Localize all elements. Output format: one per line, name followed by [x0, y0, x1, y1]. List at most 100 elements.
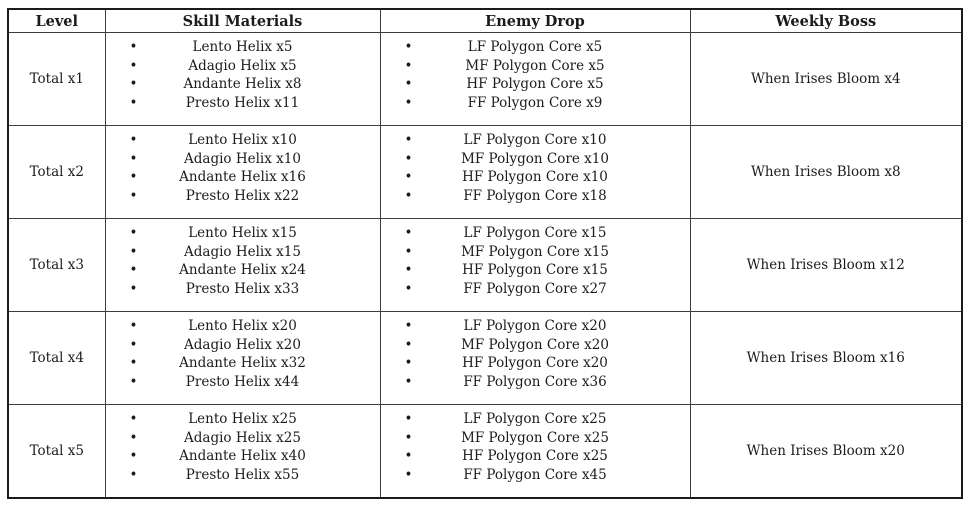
list-item-text: Presto Helix x33 — [185, 280, 300, 297]
bullet-icon: • — [129, 318, 138, 334]
skill-materials-cell: • Lento Helix x15 • Adagio Helix x15 • Andant… — [104, 218, 381, 312]
list-item-text: Presto Helix x44 — [185, 373, 300, 390]
list-item: • Presto Helix x11 — [106, 94, 379, 113]
bullet-icon: • — [404, 187, 413, 204]
list-item: • Andante Helix x24 — [106, 261, 379, 280]
table-row: Total x4 • Lento Helix x20 • Adagio Helix x2… — [7, 311, 963, 405]
bullet-list: • Lento Helix x15 • Adagio Helix x15 • Andant… — [106, 220, 379, 299]
list-item-text: Lento Helix x25 — [188, 411, 297, 427]
list-item: • FF Polygon Core x18 — [381, 187, 689, 206]
column-header-skill-materials: Skill Materials — [104, 8, 381, 33]
bullet-icon: • — [404, 225, 413, 241]
list-item-text: Adagio Helix x5 — [188, 57, 297, 74]
list-item: • MF Polygon Core x15 — [381, 243, 689, 262]
list-item: • Lento Helix x20 — [106, 317, 379, 336]
bullet-icon: • — [129, 150, 138, 167]
bullet-icon: • — [129, 355, 138, 371]
list-item: • LF Polygon Core x20 — [381, 317, 689, 336]
skill-materials-cell: • Lento Helix x5 • Adagio Helix x5 • Andante … — [104, 32, 381, 126]
header-row: Level Skill Materials Enemy Drop Weekly Bos… — [7, 8, 963, 33]
upgrade-materials-table: Level Skill Materials Enemy Drop Weekly Bos… — [7, 8, 963, 499]
bullet-icon: • — [129, 411, 138, 427]
list-item-text: FF Polygon Core x9 — [467, 94, 603, 111]
bullet-list: • LF Polygon Core x15 • MF Polygon Core x15… — [381, 220, 689, 299]
bullet-icon: • — [129, 225, 138, 241]
bullet-icon: • — [129, 280, 138, 297]
list-item: • LF Polygon Core x15 — [381, 224, 689, 243]
list-item-text: LF Polygon Core x25 — [463, 411, 607, 427]
weekly-boss-cell: When Irises Bloom x16 — [689, 311, 963, 405]
bullet-list: • Lento Helix x25 • Adagio Helix x25 • Andant… — [106, 405, 379, 484]
bullet-list: • LF Polygon Core x25 • MF Polygon Core x25… — [381, 405, 689, 485]
bullet-list: • Lento Helix x20 • Adagio Helix x20 • Andant… — [106, 313, 379, 392]
list-item: • FF Polygon Core x9 — [381, 94, 689, 113]
list-item-text: MF Polygon Core x20 — [461, 336, 609, 353]
bullet-list: • LF Polygon Core x10 • MF Polygon Core x10… — [381, 127, 689, 206]
bullet-icon: • — [129, 94, 138, 111]
enemy-drop-cell: • LF Polygon Core x20 • MF Polygon Core x20… — [379, 311, 691, 405]
list-item-text: LF Polygon Core x10 — [463, 132, 607, 148]
bullet-list: • Lento Helix x10 • Adagio Helix x10 • Andant… — [106, 127, 379, 206]
bullet-icon: • — [404, 318, 413, 334]
bullet-icon: • — [404, 429, 413, 446]
list-item-text: FF Polygon Core x45 — [463, 466, 607, 483]
list-item: • Adagio Helix x5 — [106, 57, 379, 76]
bullet-icon: • — [404, 57, 413, 74]
list-item-text: HF Polygon Core x5 — [466, 76, 604, 92]
list-item-text: MF Polygon Core x25 — [461, 429, 609, 446]
bullet-icon: • — [404, 169, 413, 185]
list-item: • Presto Helix x44 — [106, 373, 379, 392]
list-item-text: Andante Helix x40 — [179, 448, 306, 464]
list-item: • Andante Helix x40 — [106, 447, 379, 466]
bullet-icon: • — [404, 466, 413, 483]
list-item-text: Lento Helix x20 — [188, 318, 297, 334]
list-item-text: MF Polygon Core x15 — [461, 243, 609, 260]
weekly-boss-cell: When Irises Bloom x8 — [689, 125, 963, 219]
enemy-drop-cell: • LF Polygon Core x10 • MF Polygon Core x10… — [379, 125, 691, 219]
bullet-list: • Lento Helix x5 • Adagio Helix x5 • Andante … — [106, 34, 379, 113]
bullet-icon: • — [129, 187, 138, 204]
list-item: • Adagio Helix x15 — [106, 243, 379, 262]
list-item: • HF Polygon Core x20 — [381, 354, 689, 373]
list-item: • Presto Helix x22 — [106, 187, 379, 206]
list-item-text: Presto Helix x55 — [185, 466, 300, 483]
list-item-text: HF Polygon Core x15 — [462, 262, 608, 278]
bullet-icon: • — [129, 39, 138, 55]
list-item: • Andante Helix x16 — [106, 168, 379, 187]
bullet-icon: • — [129, 243, 138, 260]
list-item: • FF Polygon Core x36 — [381, 373, 689, 392]
table-row: Total x1 • Lento Helix x5 • Adagio Helix x5 •… — [7, 32, 963, 126]
list-item-text: Adagio Helix x10 — [184, 150, 301, 167]
list-item: • Lento Helix x25 — [106, 410, 379, 429]
list-item-text: LF Polygon Core x15 — [463, 225, 607, 241]
weekly-boss-cell: When Irises Bloom x4 — [689, 32, 963, 126]
bullet-icon: • — [404, 94, 413, 111]
bullet-icon: • — [129, 57, 138, 74]
list-item: • Presto Helix x33 — [106, 280, 379, 299]
bullet-list: • LF Polygon Core x20 • MF Polygon Core x20… — [381, 313, 689, 392]
list-item: • Andante Helix x32 — [106, 354, 379, 373]
bullet-icon: • — [129, 373, 138, 390]
list-item: • MF Polygon Core x25 — [381, 429, 689, 448]
skill-materials-cell: • Lento Helix x20 • Adagio Helix x20 • Andant… — [104, 311, 381, 405]
list-item-text: LF Polygon Core x20 — [463, 318, 607, 334]
list-item-text: Presto Helix x11 — [185, 94, 300, 111]
bullet-icon: • — [129, 448, 138, 464]
bullet-icon: • — [129, 76, 138, 92]
list-item: • Adagio Helix x25 — [106, 429, 379, 448]
list-item: • HF Polygon Core x5 — [381, 75, 689, 94]
bullet-icon: • — [404, 262, 413, 278]
list-item-text: Lento Helix x10 — [188, 132, 297, 148]
list-item-text: Lento Helix x15 — [188, 225, 297, 241]
enemy-drop-cell: • LF Polygon Core x15 • MF Polygon Core x15… — [379, 218, 691, 312]
list-item: • FF Polygon Core x45 — [381, 466, 689, 485]
bullet-icon: • — [404, 39, 413, 55]
list-item: • Lento Helix x5 — [106, 38, 379, 57]
column-header-level: Level — [7, 8, 106, 33]
level-cell: Total x5 — [7, 404, 106, 499]
level-cell: Total x1 — [7, 32, 106, 126]
weekly-boss-cell: When Irises Bloom x20 — [689, 404, 963, 499]
bullet-icon: • — [404, 150, 413, 167]
bullet-icon: • — [404, 280, 413, 297]
